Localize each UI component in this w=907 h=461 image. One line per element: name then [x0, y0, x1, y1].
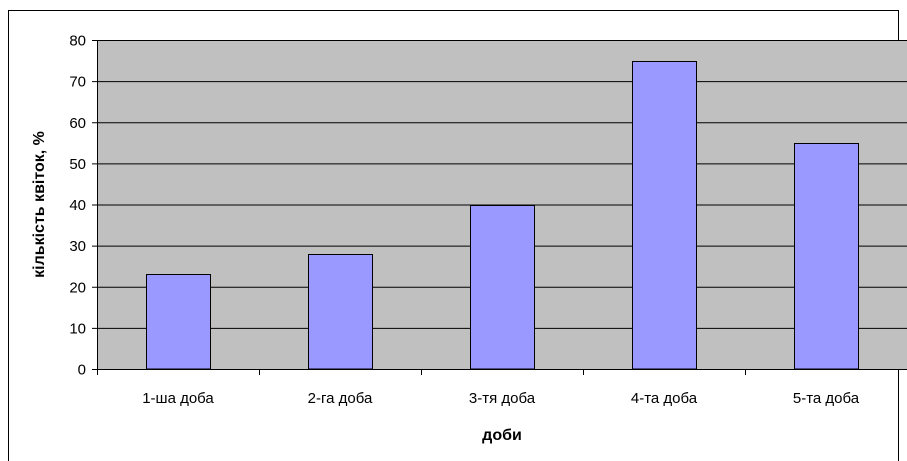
- y-tick-label: 80: [69, 33, 86, 50]
- y-tick-label: 60: [69, 115, 86, 132]
- y-tick-label: 20: [69, 279, 86, 296]
- y-tick-label: 50: [69, 156, 86, 173]
- x-tick-label: 5-та доба: [793, 390, 860, 407]
- bar-2: [308, 254, 373, 370]
- bar-5: [794, 143, 859, 370]
- x-axis-title: доби: [482, 427, 522, 444]
- y-tick-label: 10: [69, 320, 86, 337]
- bar-3: [470, 205, 535, 370]
- y-axis: 0 10 20 30 40 50 60 70 80: [69, 33, 98, 379]
- x-axis: 1-ша доба 2-га доба 3-тя доба 4-та доба 5-та…: [97, 369, 907, 407]
- bar-4: [632, 61, 697, 370]
- x-tick-label: 1-ша доба: [142, 390, 214, 407]
- x-tick-label: 3-тя доба: [469, 390, 536, 407]
- y-tick-label: 40: [69, 197, 86, 214]
- y-tick-label: 70: [69, 74, 86, 91]
- y-tick-label: 0: [78, 362, 86, 379]
- y-axis-title: кількість квіток, %: [31, 131, 48, 278]
- x-tick-label: 4-та доба: [631, 390, 698, 407]
- x-tick-label: 2-га доба: [308, 390, 373, 407]
- bar-1: [146, 274, 211, 370]
- bars: [146, 61, 859, 370]
- y-tick-label: 30: [69, 238, 86, 255]
